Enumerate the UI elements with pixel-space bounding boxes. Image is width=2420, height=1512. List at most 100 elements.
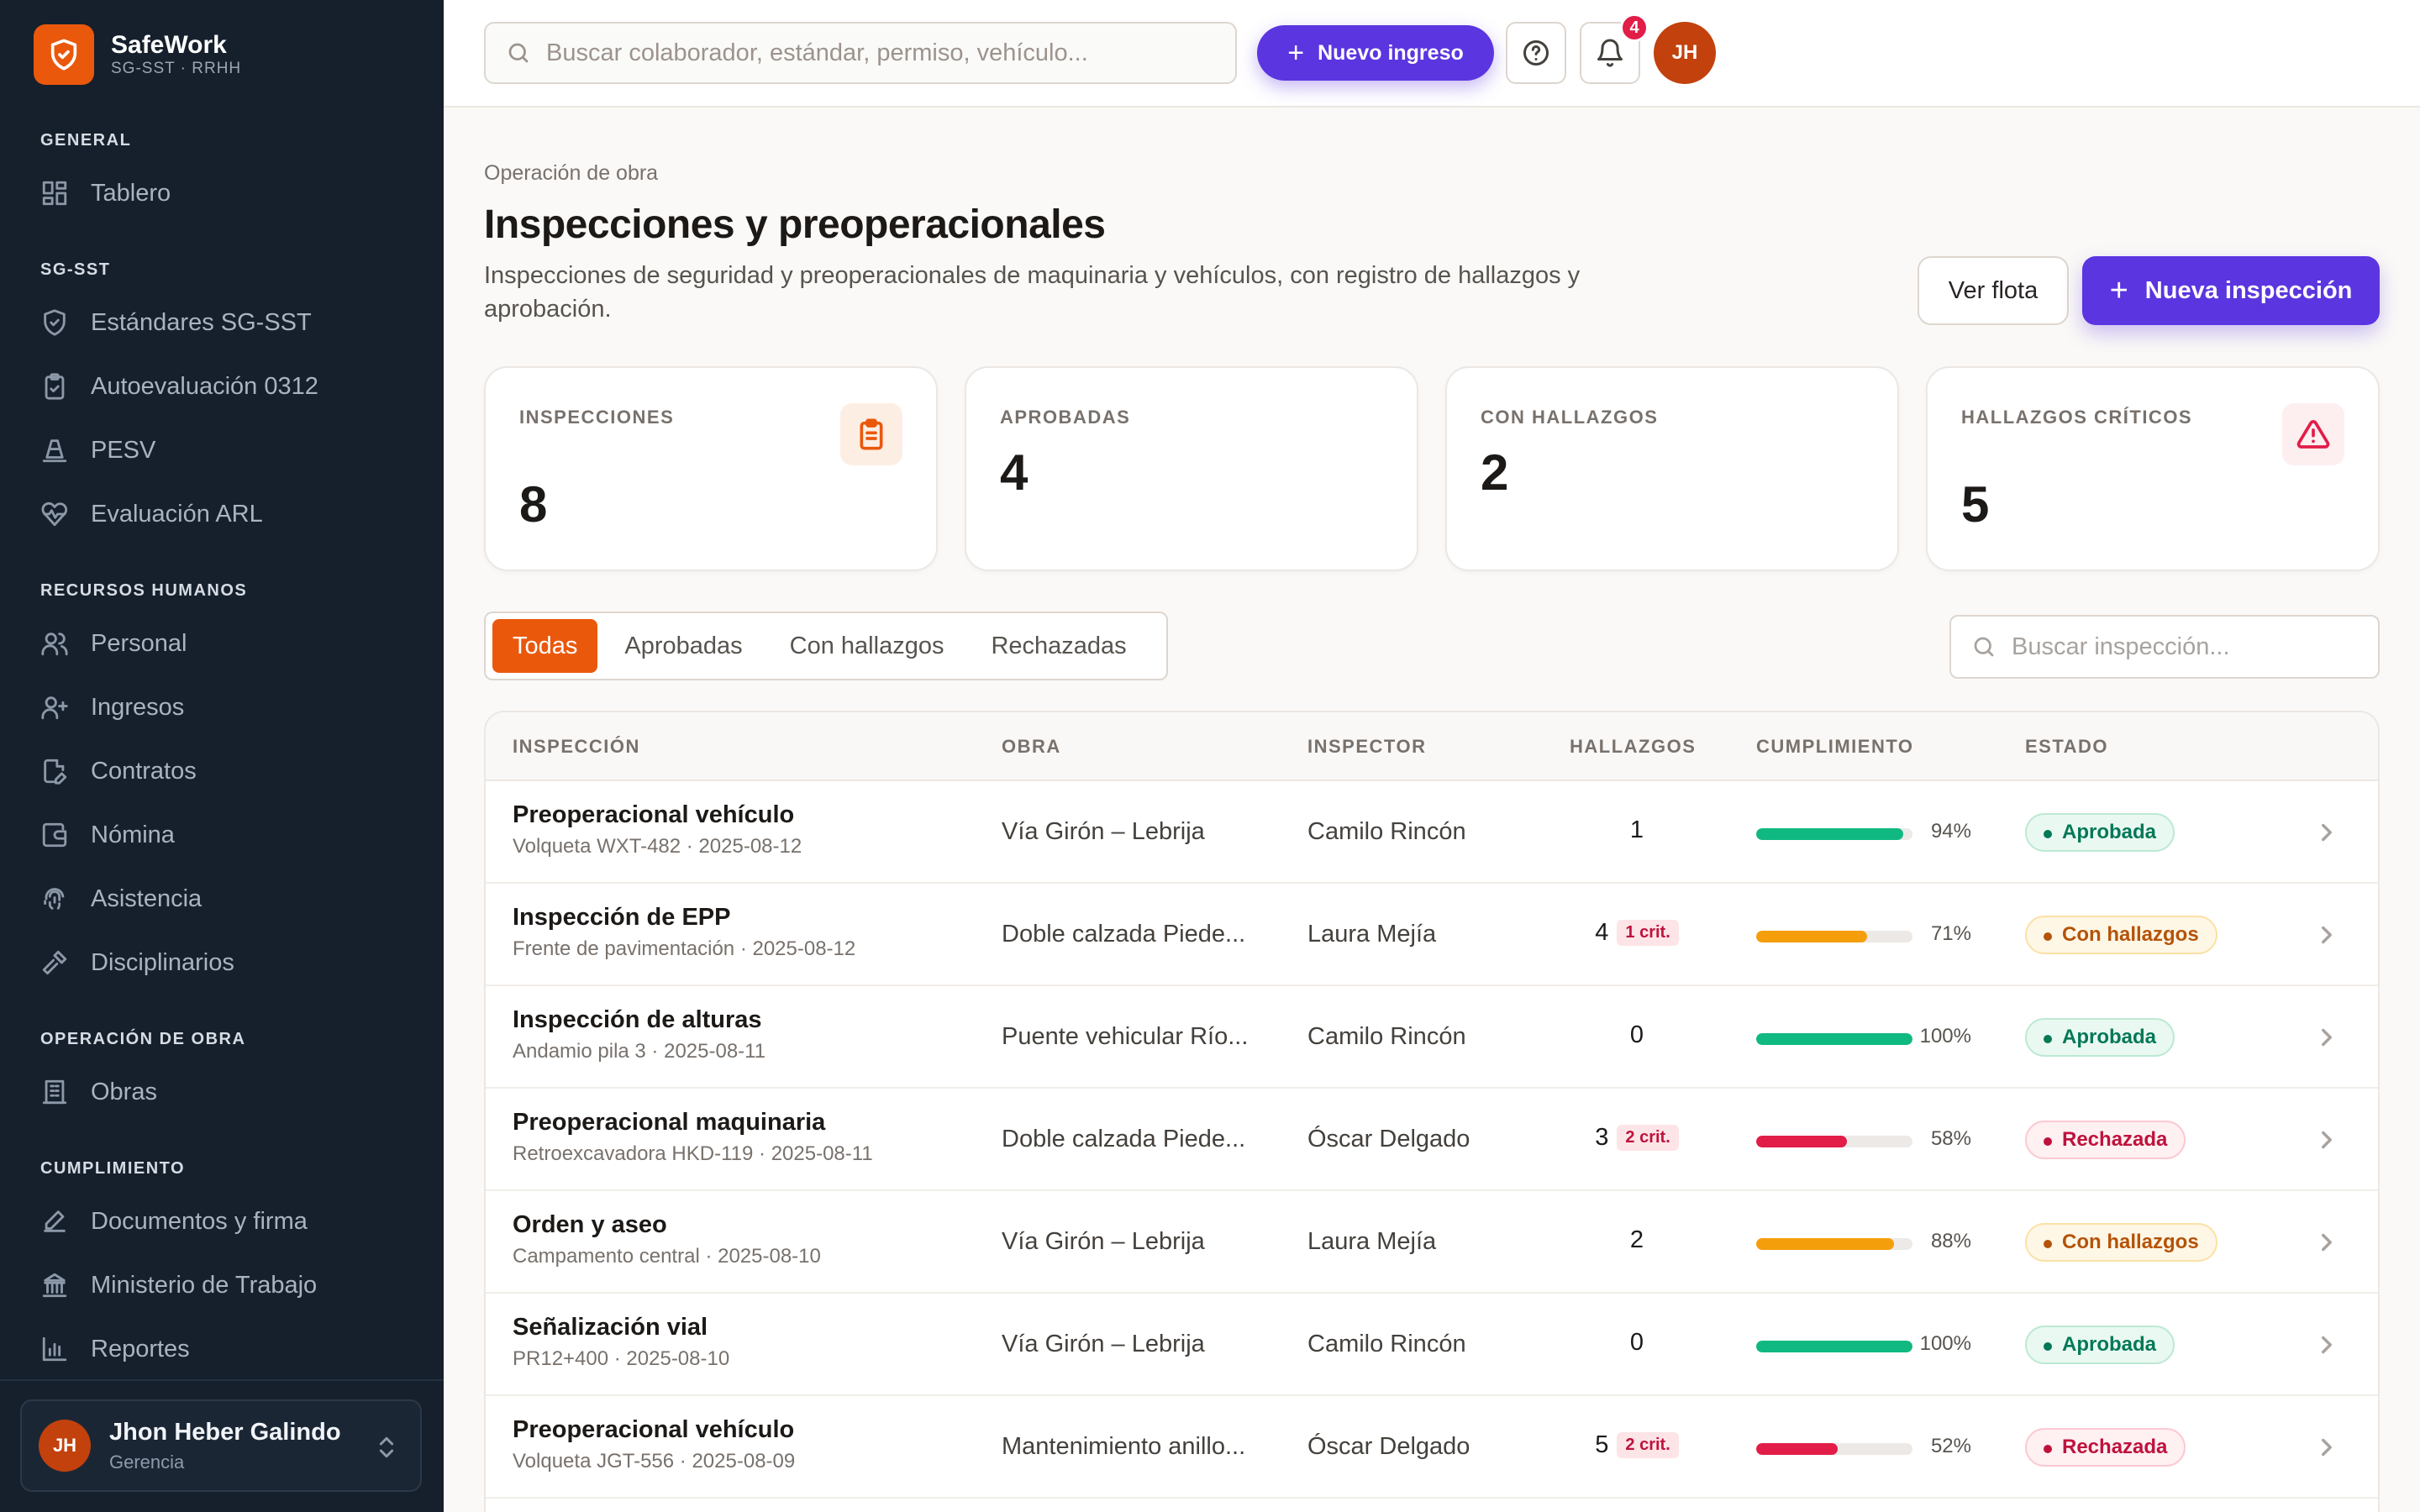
hallazgos-count: 0 (1629, 1329, 1644, 1356)
compliance-percent: 71% (1930, 922, 1971, 945)
kpi-label: APROBADAS (1000, 407, 1131, 428)
tab-todas[interactable]: Todas (492, 619, 598, 673)
inspection-detail: Volqueta WXT-482 · 2025-08-12 (513, 835, 802, 858)
inspection-title: Señalización vial (513, 1314, 708, 1341)
new-inspection-button[interactable]: + Nueva inspección (2082, 256, 2380, 325)
fingerprint-icon (44, 888, 65, 910)
sidebar-item-personal[interactable]: Personal (40, 620, 187, 667)
inspection-search-input[interactable] (2012, 633, 2365, 661)
hallazgos-cell: 2 (1570, 1226, 1704, 1254)
sidebar-item-nomina[interactable]: Nómina (40, 811, 175, 858)
column-header-hallazgos[interactable]: HALLAZGOS (1570, 736, 1697, 757)
hallazgos-cell: 0 (1570, 1021, 1704, 1049)
obra-cell: Doble calzada Piede... (1002, 1126, 1246, 1152)
sidebar-item-label: Contratos (91, 757, 197, 785)
sidebar-item-ministerio[interactable]: Ministerio de Trabajo (40, 1262, 317, 1309)
sidebar-item-label: Autoevaluación 0312 (91, 372, 318, 400)
brand[interactable]: SafeWork SG-SST · RRHH (34, 24, 242, 85)
column-header-inspeccion[interactable]: INSPECCIÓN (513, 736, 640, 757)
tab-con-hallazgos[interactable]: Con hallazgos (789, 632, 944, 659)
tab-aprobadas[interactable]: Aprobadas (624, 632, 743, 659)
file-edit-icon (44, 759, 67, 785)
view-fleet-button[interactable]: Ver flota (1918, 256, 2069, 325)
topbar: + Nuevo ingreso 4 JH (444, 0, 2420, 108)
sidebar-item-asistencia[interactable]: Asistencia (40, 875, 202, 922)
sidebar-divider (0, 1379, 444, 1381)
column-header-obra[interactable]: OBRA (1002, 736, 1061, 757)
table-row[interactable]: Orden y aseo Campamento central · 2025-08… (486, 1191, 2378, 1294)
shield-logo-icon (34, 24, 94, 85)
search-input[interactable] (546, 39, 1218, 67)
chevron-right-icon[interactable] (2312, 1126, 2341, 1154)
chevron-right-icon[interactable] (2312, 1023, 2341, 1052)
table-row[interactable]: Inspección de EPP Frente de pavimentación… (486, 884, 2378, 986)
kpi-card-con-hallazgos: CON HALLAZGOS 2 (1445, 366, 1899, 571)
sidebar-item-documentos[interactable]: Documentos y firma (40, 1198, 308, 1245)
breadcrumb[interactable]: Operación de obra (484, 161, 659, 185)
sidebar-item-arl[interactable]: Evaluación ARL (40, 491, 263, 538)
column-header-estado[interactable]: ESTADO (2025, 736, 2109, 757)
table-row[interactable]: Señalización vial PR12+400 · 2025-08-10 Ví… (486, 1294, 2378, 1396)
chevron-right-icon[interactable] (2312, 1228, 2341, 1257)
inspection-search[interactable] (1949, 615, 2380, 679)
inspector-cell: Óscar Delgado (1307, 1433, 1470, 1460)
sidebar-item-obras[interactable]: Obras (40, 1068, 157, 1116)
dashboard-icon (42, 181, 67, 206)
brand-subtitle: SG-SST · RRHH (111, 60, 242, 77)
inspection-detail: PR12+400 · 2025-08-10 (513, 1347, 730, 1370)
sidebar-item-estandares[interactable]: Estándares SG-SST (40, 299, 312, 346)
help-button[interactable] (1506, 22, 1566, 84)
sidebar-item-ingresos[interactable]: Ingresos (40, 684, 184, 731)
search-icon (1974, 637, 1994, 657)
inspection-title: Preoperacional vehículo (513, 1416, 795, 1443)
inspector-cell: Camilo Rincón (1307, 818, 1466, 845)
hallazgos-count: 2 (1629, 1226, 1644, 1253)
sidebar-item-disciplinarios[interactable]: Disciplinarios (40, 939, 234, 986)
table-row[interactable]: Preoperacional maquinaria Retroexcavadora… (486, 1089, 2378, 1191)
chevron-right-icon[interactable] (2312, 921, 2341, 949)
shield-check-icon (44, 309, 66, 336)
inspection-title: Preoperacional vehículo (513, 801, 795, 828)
obra-cell: Vía Girón – Lebrija (1002, 1228, 1205, 1255)
sidebar-item-label: Asistencia (91, 885, 203, 912)
sidebar-item-label: Ministerio de Trabajo (91, 1271, 318, 1299)
table-header: INSPECCIÓN OBRA INSPECTOR HALLAZGOS CUMP… (486, 712, 2378, 781)
inspector-cell: Laura Mejía (1307, 1228, 1437, 1255)
compliance-bar (1756, 1238, 1912, 1250)
sidebar-item-pesv[interactable]: PESV (40, 427, 155, 474)
notifications-button[interactable]: 4 (1580, 13, 1649, 84)
global-search[interactable] (484, 22, 1237, 84)
kpi-card-aprobadas: APROBADAS 4 (965, 366, 1418, 571)
sidebar-item-tablero[interactable]: Tablero (40, 170, 171, 217)
compliance-bar (1756, 828, 1912, 840)
column-header-cumplimiento[interactable]: CUMPLIMIENTO (1756, 736, 1914, 757)
alert-triangle-icon (2282, 403, 2344, 465)
user-plus-icon (41, 696, 68, 720)
compliance-bar-fill (1756, 828, 1903, 840)
compliance-percent: 94% (1930, 820, 1971, 843)
avatar[interactable]: JH (1654, 22, 1716, 84)
inspector-cell: Camilo Rincón (1307, 1331, 1466, 1357)
pen-icon (44, 1210, 66, 1232)
users-icon (41, 633, 68, 656)
tab-rechazadas[interactable]: Rechazadas (991, 632, 1127, 659)
hallazgos-count: 5 (1595, 1431, 1609, 1458)
status-badge: Con hallazgos (2025, 916, 2217, 954)
sidebar-item-autoevaluacion[interactable]: Autoevaluación 0312 (40, 363, 318, 410)
sidebar-item-contratos[interactable]: Contratos (40, 748, 197, 795)
user-menu[interactable]: JH Jhon Heber Galindo Gerencia (20, 1399, 422, 1492)
table-row[interactable]: Preoperacional vehículo Volqueta WXT-482 … (486, 781, 2378, 884)
obra-cell: Puente vehicular Río... (1002, 1023, 1249, 1050)
critical-badge: 2 crit. (1617, 1125, 1679, 1151)
new-ingreso-button[interactable]: + Nuevo ingreso (1257, 25, 1494, 81)
chevron-right-icon[interactable] (2312, 1331, 2341, 1359)
obra-cell: Doble calzada Piede... (1002, 921, 1246, 948)
sidebar-item-reportes[interactable]: Reportes (40, 1326, 190, 1373)
chevron-right-icon[interactable] (2312, 1433, 2341, 1462)
chevron-right-icon[interactable] (2312, 818, 2341, 847)
kpi-value: 4 (1000, 444, 1028, 501)
column-header-inspector[interactable]: INSPECTOR (1307, 736, 1427, 757)
table-row[interactable]: Inspección de alturas Andamio pila 3 · 20… (486, 986, 2378, 1089)
table-row[interactable]: Preoperacional vehículo Volqueta JGT-556 … (486, 1396, 2378, 1499)
critical-badge: 1 crit. (1617, 920, 1679, 946)
